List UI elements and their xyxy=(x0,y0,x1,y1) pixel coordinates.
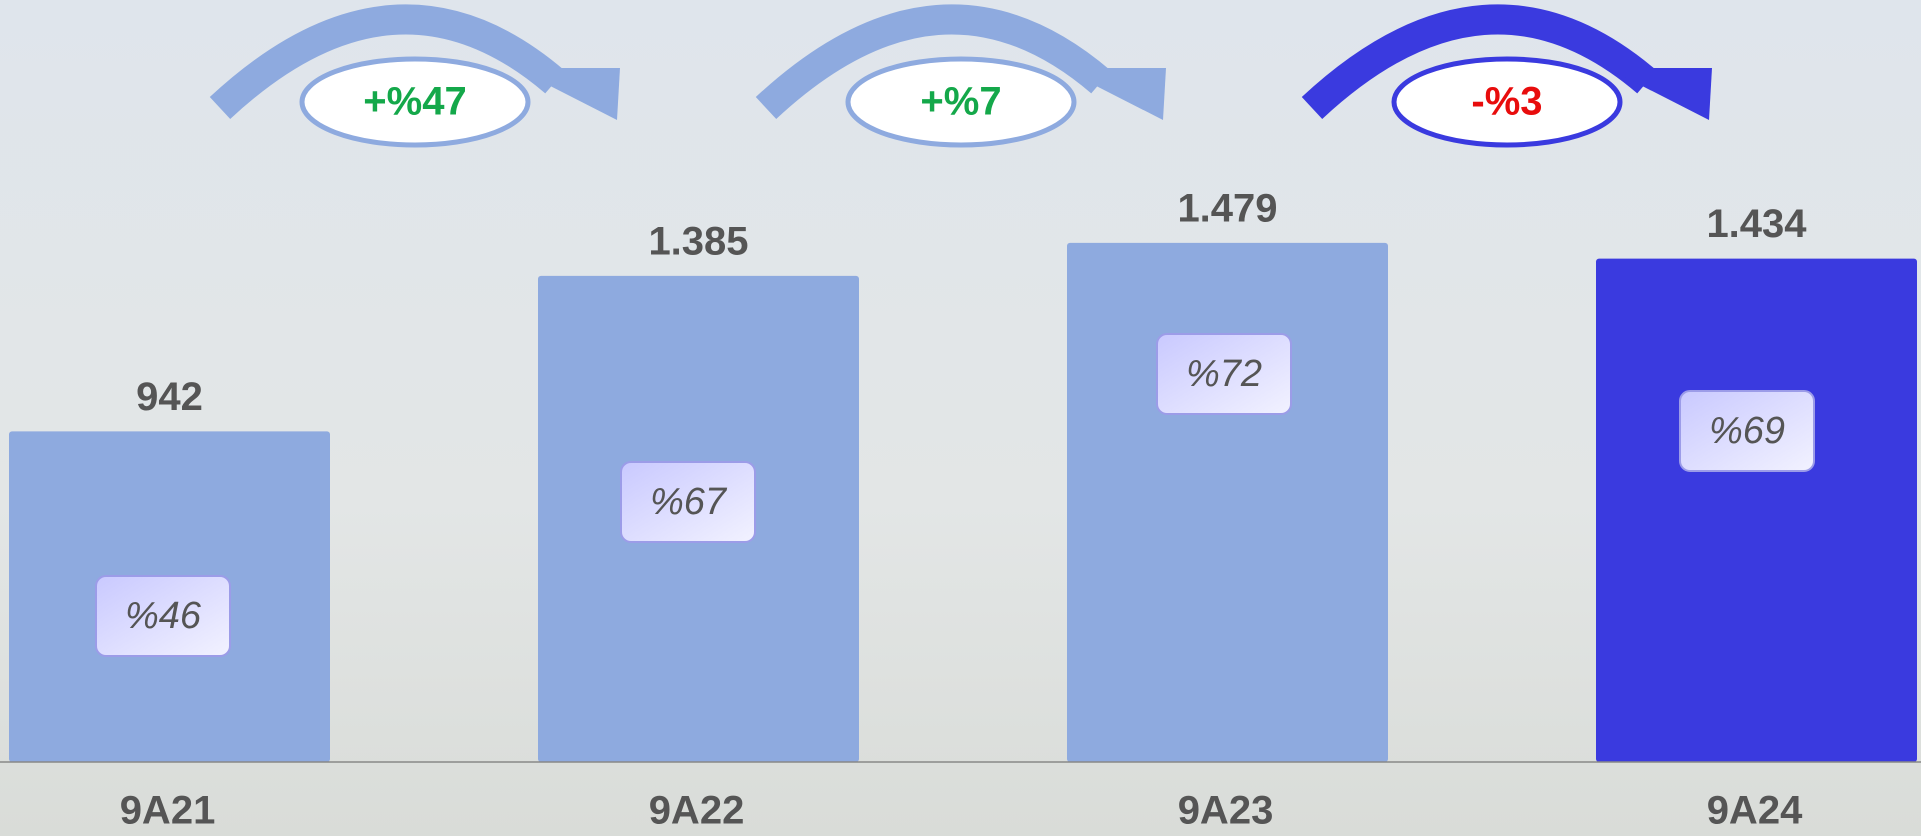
share-label: %72 xyxy=(1186,353,1262,395)
page: 942 9A21 %46 1.385 9A22 %67 1.479 9A23 %72 1.434 9… xyxy=(0,0,1921,836)
bar xyxy=(1596,259,1917,762)
share-label: %67 xyxy=(650,481,728,523)
x-tick-label: 9A21 xyxy=(120,789,216,833)
value-label: 942 xyxy=(136,375,203,419)
change-label: +%47 xyxy=(363,80,466,124)
share-label: %46 xyxy=(125,595,202,637)
x-tick-label: 9A22 xyxy=(649,789,745,833)
value-label: 1.479 xyxy=(1177,186,1277,230)
value-label: 1.434 xyxy=(1706,202,1807,246)
x-tick-label: 9A24 xyxy=(1707,789,1803,833)
share-label: %69 xyxy=(1709,410,1785,452)
chart: 942 9A21 %46 1.385 9A22 %67 1.479 9A23 %72 1.434 9… xyxy=(0,0,1921,836)
value-label: 1.385 xyxy=(648,219,748,263)
change-label: +%7 xyxy=(920,80,1001,124)
x-tick-label: 9A23 xyxy=(1178,789,1274,833)
bar xyxy=(1067,243,1388,762)
change-label: -%3 xyxy=(1471,80,1542,124)
